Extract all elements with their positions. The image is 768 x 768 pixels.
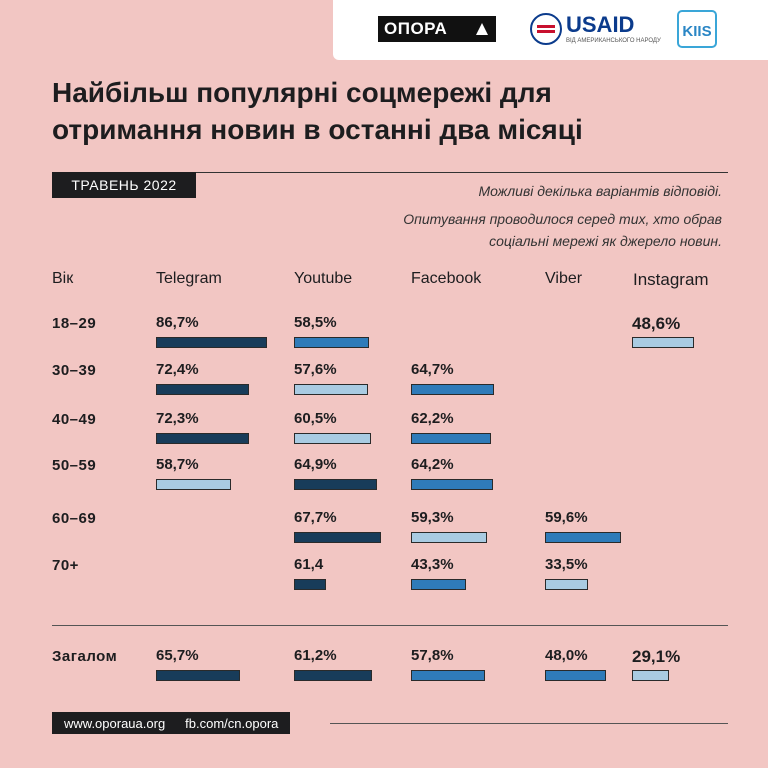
bar-age-1-instagram xyxy=(632,337,694,348)
kiis-logo-text: KIIS xyxy=(682,23,711,40)
value-label-age-1-instagram: 48,6% xyxy=(632,314,681,333)
bar-age-4-facebook xyxy=(411,479,493,490)
note-multiple-answers: Можливі декілька варіантів відповіді. xyxy=(478,183,723,199)
column-header-viber: Viber xyxy=(545,270,583,287)
usaid-seal-icon xyxy=(530,13,562,45)
footer-facebook-link[interactable]: fb.com/cn.opora xyxy=(185,715,279,731)
value-label-total-facebook: 57,8% xyxy=(411,647,454,664)
column-header-age: Вік xyxy=(52,270,74,287)
bar-age-5-viber xyxy=(545,532,621,543)
age-label-age-1: 18–29 xyxy=(52,315,97,332)
opora-logo: ОПОРА xyxy=(378,16,496,42)
footer: www.oporaua.org fb.com/cn.opora xyxy=(52,712,291,734)
column-header-instagram: Instagram xyxy=(633,270,709,289)
footer-divider xyxy=(330,723,728,724)
value-label-age-6-viber: 33,5% xyxy=(545,556,588,573)
bar-total-viber xyxy=(545,670,606,681)
kiis-logo: KIIS xyxy=(677,10,717,48)
value-label-age-5-viber: 59,6% xyxy=(545,509,588,526)
value-label-age-6-youtube: 61,4 xyxy=(294,556,324,573)
value-label-age-3-youtube: 60,5% xyxy=(294,410,337,427)
usaid-tagline: ВІД АМЕРИКАНСЬКОГО НАРОДУ xyxy=(566,38,661,44)
value-label-age-2-youtube: 57,6% xyxy=(294,361,337,378)
header-divider xyxy=(52,172,728,173)
value-label-age-3-facebook: 62,2% xyxy=(411,410,454,427)
value-label-age-1-telegram: 86,7% xyxy=(156,314,199,331)
page-title: Найбільш популярні соцмережі для отриман… xyxy=(52,77,583,145)
column-header-telegram: Telegram xyxy=(156,270,222,287)
bar-total-facebook xyxy=(411,670,485,681)
bar-age-3-youtube xyxy=(294,433,371,444)
bar-age-2-youtube xyxy=(294,384,368,395)
column-header-youtube: Youtube xyxy=(294,270,353,287)
value-label-age-4-youtube: 64,9% xyxy=(294,456,337,473)
footer-site-link[interactable]: www.oporaua.org xyxy=(64,715,166,731)
bar-age-1-youtube xyxy=(294,337,369,348)
bar-age-2-telegram xyxy=(156,384,249,395)
age-label-age-5: 60–69 xyxy=(52,510,97,527)
bar-total-telegram xyxy=(156,670,240,681)
value-label-age-5-facebook: 59,3% xyxy=(411,509,454,526)
bar-age-6-youtube xyxy=(294,579,326,590)
bar-age-6-facebook xyxy=(411,579,466,590)
value-label-total-youtube: 61,2% xyxy=(294,647,337,664)
age-label-age-2: 30–39 xyxy=(52,362,97,379)
age-label-age-6: 70+ xyxy=(52,557,79,574)
note-survey-scope: Опитування проводилося серед тих, хто об… xyxy=(403,211,722,249)
total-divider xyxy=(52,625,728,626)
value-label-age-2-facebook: 64,7% xyxy=(411,361,454,378)
value-label-total-telegram: 65,7% xyxy=(156,647,199,664)
bar-age-5-youtube xyxy=(294,532,381,543)
value-label-total-instagram: 29,1% xyxy=(632,647,681,666)
value-label-total-viber: 48,0% xyxy=(545,647,588,664)
bar-age-2-facebook xyxy=(411,384,494,395)
bar-age-4-youtube xyxy=(294,479,377,490)
bar-age-4-telegram xyxy=(156,479,231,490)
triangle-icon xyxy=(476,23,488,35)
bar-age-5-facebook xyxy=(411,532,487,543)
age-label-total: Загалом xyxy=(52,648,118,665)
bar-age-6-viber xyxy=(545,579,588,590)
value-label-age-5-youtube: 67,7% xyxy=(294,509,337,526)
bar-age-3-facebook xyxy=(411,433,491,444)
value-label-age-4-telegram: 58,7% xyxy=(156,456,199,473)
bar-age-3-telegram xyxy=(156,433,249,444)
value-label-age-2-telegram: 72,4% xyxy=(156,361,199,378)
age-label-age-3: 40–49 xyxy=(52,411,97,428)
usaid-logo: USAID xyxy=(566,12,635,37)
date-badge: ТРАВЕНЬ 2022 xyxy=(52,172,196,198)
bar-total-instagram xyxy=(632,670,669,681)
value-label-age-1-youtube: 58,5% xyxy=(294,314,337,331)
value-label-age-4-facebook: 64,2% xyxy=(411,456,454,473)
bar-age-1-telegram xyxy=(156,337,267,348)
value-label-age-6-facebook: 43,3% xyxy=(411,556,454,573)
value-label-age-3-telegram: 72,3% xyxy=(156,410,199,427)
column-header-facebook: Facebook xyxy=(411,270,482,287)
bar-total-youtube xyxy=(294,670,372,681)
age-label-age-4: 50–59 xyxy=(52,457,97,474)
